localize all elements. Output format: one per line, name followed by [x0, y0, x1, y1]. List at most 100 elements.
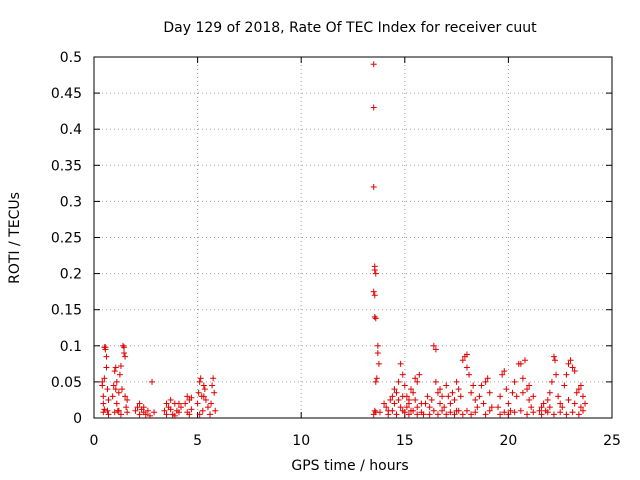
data-point: [149, 378, 156, 385]
data-point: [451, 396, 458, 403]
data-point: [161, 407, 168, 414]
data-point: [441, 404, 448, 411]
data-point: [105, 411, 112, 418]
data-point: [430, 342, 437, 349]
data-point: [416, 371, 423, 378]
data-point: [579, 393, 586, 400]
data-point: [511, 378, 518, 385]
data-point: [582, 400, 589, 407]
data-point: [424, 393, 431, 400]
data-point: [455, 407, 462, 414]
x-axis: 0 5 10 15 20 25: [90, 57, 621, 449]
data-point: [414, 411, 421, 418]
x-tick-label: 10: [292, 433, 310, 449]
data-point: [528, 404, 535, 411]
data-point: [422, 400, 429, 407]
data-point: [550, 411, 557, 418]
data-point: [383, 404, 390, 411]
data-point: [557, 409, 564, 416]
data-point: [486, 389, 493, 396]
data-point: [207, 411, 214, 418]
data-point: [144, 407, 151, 414]
data-point: [443, 411, 450, 418]
data-point: [109, 393, 116, 400]
chart-title: Day 129 of 2018, Rate Of TEC Index for r…: [163, 20, 537, 36]
data-point: [405, 396, 412, 403]
data-point: [472, 396, 479, 403]
y-tick-label: 0.45: [51, 86, 82, 102]
data-point: [513, 393, 520, 400]
data-point: [434, 411, 441, 418]
data-point: [381, 400, 388, 407]
y-tick-label: 0.25: [51, 231, 82, 247]
data-point: [112, 386, 119, 393]
data-point: [142, 411, 149, 418]
data-point: [505, 411, 512, 418]
data-point: [208, 400, 215, 407]
data-point: [530, 409, 537, 416]
data-point: [437, 400, 444, 407]
data-point: [526, 382, 533, 389]
data-point: [105, 396, 112, 403]
data-point: [188, 394, 195, 401]
data-point: [538, 411, 545, 418]
data-point: [459, 357, 466, 364]
data-point: [426, 404, 433, 411]
data-point: [167, 396, 174, 403]
data-point: [437, 386, 444, 393]
data-point: [412, 375, 419, 382]
data-point: [573, 389, 580, 396]
data-point: [212, 407, 219, 414]
data-point: [418, 409, 425, 416]
data-point: [122, 353, 129, 360]
data-point: [546, 389, 553, 396]
data-point: [393, 411, 400, 418]
data-point: [403, 404, 410, 411]
data-point: [104, 386, 111, 393]
data-point: [544, 409, 551, 416]
data-point: [117, 411, 124, 418]
data-point: [374, 350, 381, 357]
y-axis: 0 0.05 0.1 0.15 0.2 0.25 0.3 0.35 0.4 0.45 0.5: [51, 50, 612, 427]
data-point: [371, 266, 378, 273]
data-point: [511, 409, 518, 416]
data-point: [432, 346, 439, 353]
data-point: [373, 375, 380, 382]
data-point: [401, 382, 408, 389]
data-point: [370, 183, 377, 190]
data-point: [163, 411, 170, 418]
data-point: [517, 360, 524, 367]
data-point: [524, 411, 531, 418]
data-point: [100, 400, 107, 407]
data-point: [509, 389, 516, 396]
x-tick-label: 25: [603, 433, 621, 449]
data-point: [482, 378, 489, 385]
data-point: [196, 378, 203, 385]
data-point: [412, 396, 419, 403]
data-point: [104, 407, 111, 414]
y-tick-label: 0.2: [60, 267, 82, 283]
data-point: [561, 382, 568, 389]
data-point: [503, 386, 510, 393]
data-point: [519, 389, 526, 396]
data-point: [449, 389, 456, 396]
data-point: [116, 371, 123, 378]
data-point: [136, 400, 143, 407]
data-point: [478, 382, 485, 389]
data-point: [370, 104, 377, 111]
y-tick-label: 0.15: [51, 303, 82, 319]
data-point: [540, 400, 547, 407]
data-point: [210, 375, 217, 382]
data-point: [519, 375, 526, 382]
data-point: [405, 411, 412, 418]
data-point: [563, 371, 570, 378]
data-point: [118, 386, 125, 393]
data-point: [397, 360, 404, 367]
data-point: [132, 407, 139, 414]
data-point: [389, 407, 396, 414]
data-point: [175, 409, 182, 416]
data-point: [451, 411, 458, 418]
data-point: [472, 409, 479, 416]
data-point: [447, 400, 454, 407]
